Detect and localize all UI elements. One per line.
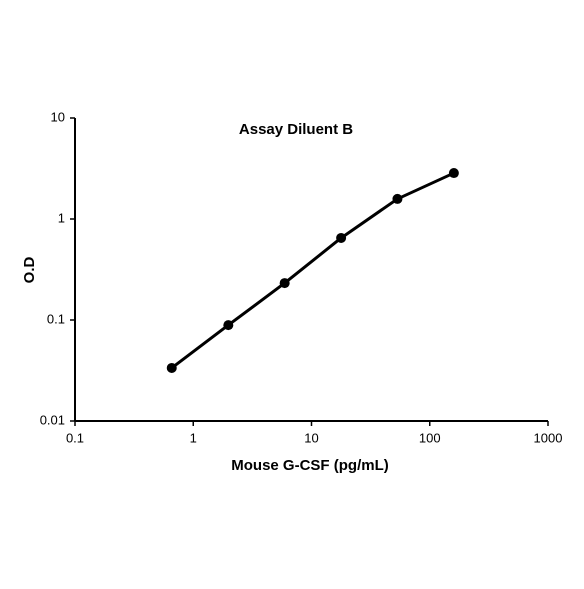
y-tick-label: 1 (58, 210, 65, 225)
y-tick-label: 0.1 (47, 311, 65, 326)
x-tick-label: 10 (304, 430, 318, 445)
point (392, 193, 403, 204)
x-tick-label: 100 (419, 430, 441, 445)
x-axis-label: Mouse G-CSF (pg/mL) (231, 457, 389, 474)
y-tick-label: 0.01 (40, 412, 65, 427)
chart-title: Assay Diluent B (239, 121, 353, 138)
point (279, 278, 290, 289)
x-tick-label: 0.1 (66, 430, 84, 445)
x-tick-label: 1000 (534, 430, 563, 445)
point (223, 320, 234, 331)
y-axis-label: O.D (21, 257, 38, 284)
point (448, 168, 459, 179)
point (166, 362, 177, 373)
line (170, 171, 455, 370)
point (336, 232, 347, 243)
x-tick-label: 1 (190, 430, 197, 445)
y-tick-label: 10 (51, 109, 65, 124)
